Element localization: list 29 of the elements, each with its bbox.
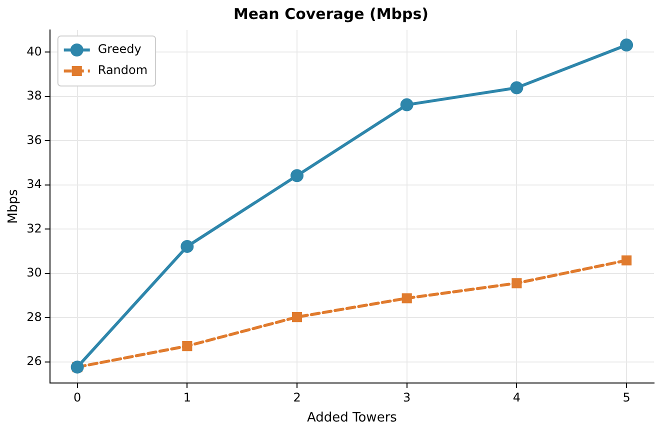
point	[290, 169, 304, 182]
y-tick-label: 26	[26, 354, 42, 368]
legend-label: Greedy	[98, 42, 142, 56]
point	[510, 81, 524, 94]
y-tick-label: 34	[26, 177, 42, 192]
point	[622, 255, 632, 266]
x-axis-title: Added Towers	[306, 410, 398, 426]
point	[182, 341, 192, 352]
x-tick-label: 2	[293, 390, 301, 404]
x-tick-label: 0	[74, 390, 82, 404]
point	[400, 98, 414, 112]
y-axis-title: Mbps	[6, 189, 22, 224]
point	[402, 293, 412, 304]
legend-label: Random	[98, 63, 148, 78]
x-tick-label: 5	[622, 390, 630, 404]
y-tick-label: 32	[26, 221, 42, 236]
point	[620, 38, 634, 52]
x-tick-label: 3	[403, 390, 411, 404]
y-tick-label: 30	[26, 266, 42, 280]
point	[512, 278, 522, 288]
y-tick-label: 40	[26, 44, 42, 58]
y-tick-label: 38	[26, 88, 42, 103]
x-tick-label: 4	[512, 390, 521, 404]
y-tick-label: 36	[26, 132, 42, 147]
x-tick-label: 1	[183, 390, 191, 404]
point	[180, 240, 194, 253]
chart-title: Mean Coverage (Mbps)	[233, 4, 429, 23]
y-tick-label: 28	[26, 310, 42, 324]
point	[292, 312, 302, 322]
